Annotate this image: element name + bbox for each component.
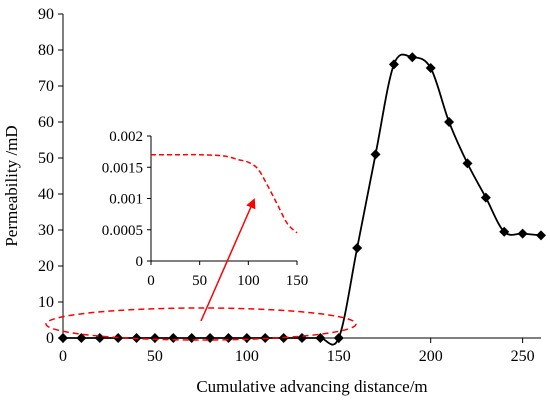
data-point <box>58 332 68 343</box>
inset-axes: 0 0.0005 0.001 0.0015 0.002 0 50 100 150 <box>102 129 309 289</box>
inset-y-tick-label: 0.0015 <box>102 160 143 176</box>
x-tick-label: 0 <box>59 348 67 365</box>
inset-x-tick-label: 100 <box>237 273 260 289</box>
y-axis-title: Permeability /mD <box>2 125 21 246</box>
data-point <box>241 332 252 343</box>
data-point <box>186 332 197 343</box>
data-point <box>370 149 381 160</box>
data-point <box>333 332 344 343</box>
inset-y-tick-label: 0.0005 <box>102 223 143 239</box>
x-tick-label: 50 <box>147 348 163 365</box>
y-tick-label: 70 <box>38 78 54 95</box>
data-point <box>168 332 179 343</box>
data-point <box>149 332 160 343</box>
inset-series <box>151 153 298 234</box>
data-point <box>297 332 307 343</box>
annotation-arrow <box>200 198 256 322</box>
data-point <box>315 332 326 343</box>
data-point <box>444 117 455 127</box>
data-point <box>388 59 399 70</box>
highlight-ellipse <box>45 307 357 341</box>
y-tick-label: 40 <box>38 186 54 203</box>
x-tick-label: 150 <box>327 348 351 365</box>
y-tick-label: 50 <box>38 150 54 167</box>
data-point <box>536 230 546 241</box>
y-tick-label: 30 <box>38 222 54 239</box>
y-tick-label: 60 <box>38 114 54 131</box>
inset-x-tick-label: 50 <box>192 273 207 289</box>
data-point <box>517 228 528 239</box>
y-tick-label: 10 <box>38 294 54 311</box>
inset-y-tick-label: 0.002 <box>109 129 143 145</box>
inset-x-tick-label: 0 <box>147 273 155 289</box>
x-tick-label: 100 <box>235 348 259 365</box>
main-axes: 0 10 20 30 40 50 60 70 80 90 0 50 100 150 200 250 <box>38 6 541 365</box>
y-tick-label: 20 <box>38 258 54 275</box>
inset-x-tick-label: 150 <box>286 273 309 289</box>
data-point <box>352 243 363 253</box>
data-point <box>499 226 510 237</box>
data-point <box>205 332 216 343</box>
y-tick-label: 0 <box>46 330 54 347</box>
x-tick-label: 250 <box>511 348 535 365</box>
data-point <box>462 158 473 169</box>
y-tick-label: 80 <box>38 42 54 59</box>
x-tick-label: 200 <box>419 348 443 365</box>
data-point <box>425 63 436 73</box>
inset-y-tick-label: 0.001 <box>109 192 143 208</box>
y-tick-label: 90 <box>38 6 54 23</box>
x-axis-title: Cumulative advancing distance/m <box>196 377 427 396</box>
data-point <box>76 332 87 343</box>
inset-series-line <box>151 153 298 234</box>
data-point <box>407 52 418 63</box>
inset-y-tick-label: 0 <box>136 254 144 270</box>
data-point <box>480 192 491 203</box>
data-point <box>94 332 105 343</box>
data-point <box>223 332 234 343</box>
